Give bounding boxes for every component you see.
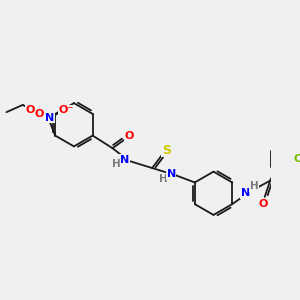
Text: H: H [250,181,258,191]
Text: O: O [258,199,268,209]
Text: O: O [125,131,134,142]
Text: O⁻: O⁻ [58,105,74,115]
Text: O: O [25,105,34,115]
Text: N: N [120,155,129,165]
Text: N: N [45,112,54,122]
Text: Cl: Cl [293,154,300,164]
Text: H: H [112,159,121,170]
Text: O: O [34,109,44,119]
Text: N: N [241,188,250,198]
Text: S: S [162,143,171,157]
Text: N: N [167,169,176,179]
Text: H: H [159,174,167,184]
